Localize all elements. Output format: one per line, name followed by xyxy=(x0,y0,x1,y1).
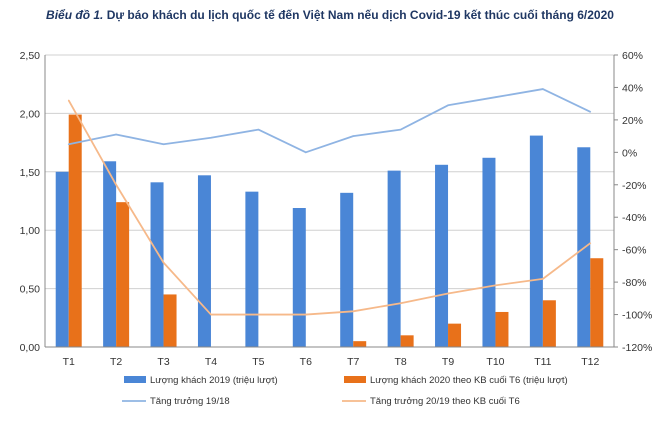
bar-2020 xyxy=(116,202,130,347)
line-point xyxy=(447,104,449,107)
line-point xyxy=(589,110,592,113)
left-tick-label: 0,00 xyxy=(20,342,41,354)
bar-2019 xyxy=(482,157,496,347)
bar-2020 xyxy=(542,300,556,347)
bar-2019 xyxy=(387,170,401,347)
bar-2019 xyxy=(103,161,117,347)
line-point xyxy=(67,99,70,102)
right-tick-label: 60% xyxy=(622,50,643,62)
right-tick-label: 0% xyxy=(622,147,637,159)
line-point xyxy=(447,292,449,295)
chart-title: Biểu đồ 1. Dự báo khách du lịch quốc tế … xyxy=(0,8,660,22)
left-tick-label: 1,50 xyxy=(20,167,41,179)
bars xyxy=(55,114,604,348)
line-point xyxy=(162,143,165,146)
bar-2020 xyxy=(495,311,509,347)
x-tick-label: T1 xyxy=(63,356,75,368)
bar-2020 xyxy=(590,258,604,347)
x-tick-label: T2 xyxy=(110,356,122,368)
bar-2020 xyxy=(68,114,82,348)
line-growth-20-19 xyxy=(67,99,591,316)
bar-2020 xyxy=(163,294,177,347)
x-tick-label: T9 xyxy=(442,356,454,368)
bar-2020 xyxy=(448,323,462,347)
line-point xyxy=(399,302,402,305)
bar-2020 xyxy=(400,335,414,347)
line-point xyxy=(494,284,497,287)
axes: 0,00 0,50 1,00 1,50 2,00 2,50 -120% -100% -80% -6… xyxy=(20,50,653,368)
left-tick-label: 2,50 xyxy=(20,50,41,62)
line-point xyxy=(257,128,260,131)
right-tick-label: -120% xyxy=(622,342,652,354)
line-point xyxy=(352,310,355,313)
right-tick-label: -60% xyxy=(622,245,647,257)
x-tick-label: T8 xyxy=(394,356,406,368)
x-tick-label: T6 xyxy=(300,356,312,368)
line-point xyxy=(589,242,592,244)
left-tick-label: 2,00 xyxy=(20,108,41,120)
bar-2019 xyxy=(292,208,306,347)
line-growth-19-18 xyxy=(68,88,591,154)
legend: Lượng khách 2019 (triệu lượt) Lượng khách… xyxy=(122,375,568,407)
bar-2019 xyxy=(197,175,211,347)
bar-2019 xyxy=(435,164,449,347)
legend-label: Tăng trưởng 20/19 theo KB cuối T6 xyxy=(370,396,520,407)
line-point xyxy=(115,183,117,186)
bar-2019 xyxy=(245,191,259,347)
x-tick-label: T4 xyxy=(205,356,217,368)
line-point xyxy=(304,313,307,316)
line-point xyxy=(162,261,165,264)
x-tick-label: T3 xyxy=(157,356,169,368)
x-tick-label: T10 xyxy=(486,356,504,368)
right-tick-label: -100% xyxy=(622,310,652,322)
line-point xyxy=(67,143,70,146)
line-point xyxy=(542,278,544,280)
left-tick-label: 0,50 xyxy=(20,284,41,296)
line-point xyxy=(304,151,307,154)
right-tick-label: 40% xyxy=(622,82,643,94)
lines xyxy=(67,88,592,316)
line-point xyxy=(494,96,497,98)
chart-title-prefix: Biểu đồ 1. xyxy=(46,8,104,22)
bar-2020 xyxy=(353,341,367,347)
line-point xyxy=(210,136,212,139)
legend-label: Lượng khách 2019 (triệu lượt) xyxy=(150,375,278,386)
line-point xyxy=(257,313,260,316)
x-tick-label: T11 xyxy=(534,356,551,368)
x-tick-label: T7 xyxy=(347,356,359,368)
line-point xyxy=(210,313,212,316)
line-point xyxy=(352,135,355,137)
right-tick-label: 20% xyxy=(622,115,643,127)
bar-2019 xyxy=(529,135,543,347)
line-point xyxy=(542,88,544,90)
bar-2019 xyxy=(150,182,164,347)
bar-2019 xyxy=(340,192,354,347)
gridlines xyxy=(45,54,614,348)
legend-label: Tăng trưởng 19/18 xyxy=(150,396,230,407)
right-tick-label: -80% xyxy=(622,277,647,289)
legend-swatch xyxy=(344,376,366,383)
line-point xyxy=(115,133,117,136)
right-tick-label: -20% xyxy=(622,180,647,192)
chart-title-text: Dự báo khách du lịch quốc tế đến Việt Na… xyxy=(106,8,614,22)
bar-2019 xyxy=(55,171,69,347)
legend-label: Lượng khách 2020 theo KB cuối T6 (triệu … xyxy=(370,375,568,386)
line-point xyxy=(399,128,402,131)
legend-swatch xyxy=(124,376,146,383)
x-tick-label: T12 xyxy=(581,356,599,368)
right-tick-label: -40% xyxy=(622,212,647,224)
left-tick-label: 1,00 xyxy=(20,225,41,237)
x-tick-label: T5 xyxy=(252,356,264,368)
